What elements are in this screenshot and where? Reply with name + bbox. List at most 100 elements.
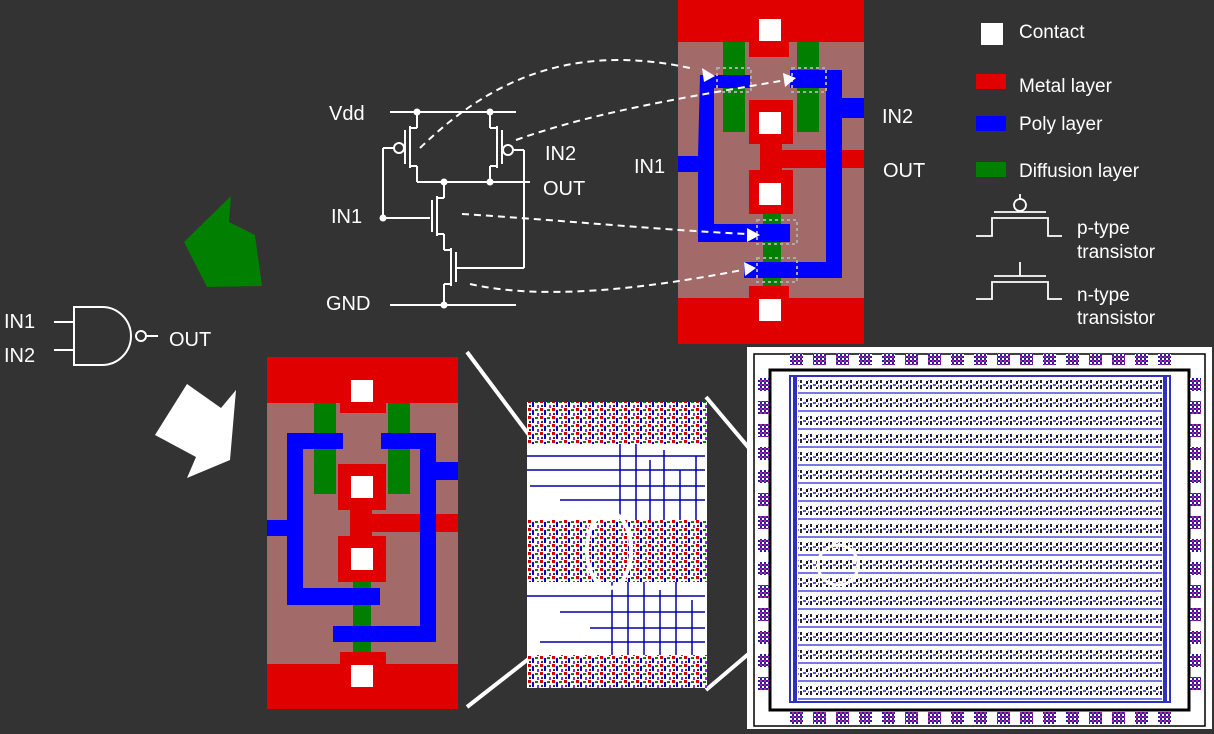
contact-out-bottom xyxy=(759,183,781,205)
io-pad xyxy=(758,424,769,437)
poly-in2 xyxy=(744,70,864,278)
gate-out-label: OUT xyxy=(169,329,211,351)
io-pad xyxy=(859,712,872,724)
legend-metal-label: Metal layer xyxy=(1019,76,1113,97)
io-pad xyxy=(974,353,987,365)
io-pad xyxy=(1190,585,1201,598)
legend-ptype-line2: transistor xyxy=(1077,242,1156,263)
chip-cell-row xyxy=(798,380,1162,389)
chip-cell-row xyxy=(798,524,1162,533)
arrowhead-nmos-lower xyxy=(744,262,756,276)
chip-cell-row xyxy=(798,470,1162,479)
contact-gnd xyxy=(759,299,781,321)
small-poly-in1 xyxy=(267,433,380,605)
chip-cell-row xyxy=(798,398,1162,407)
io-pad xyxy=(813,353,826,365)
legend-poly-label: Poly layer xyxy=(1019,114,1103,135)
nmos-upper-highlight xyxy=(756,219,798,245)
nand-layout-cell-detail xyxy=(678,0,864,344)
io-pad xyxy=(758,401,769,414)
pads-top xyxy=(790,353,1171,365)
chip-cell-row xyxy=(798,542,1162,551)
io-pad xyxy=(1190,608,1201,621)
io-pad xyxy=(1158,712,1171,724)
io-pad xyxy=(758,470,769,483)
chip-cell-row xyxy=(798,650,1162,659)
io-pad xyxy=(1190,516,1201,529)
small-contact-out-bottom xyxy=(351,548,373,570)
poly-in1 xyxy=(678,75,790,242)
io-pad xyxy=(1190,631,1201,644)
io-pad xyxy=(1190,677,1201,690)
chip-cell-row xyxy=(798,686,1162,695)
pads-left xyxy=(758,378,769,690)
io-pad xyxy=(758,631,769,644)
nand-layout-cell-small xyxy=(267,357,458,709)
io-pad xyxy=(1043,712,1056,724)
chip-core xyxy=(789,375,1171,703)
pads-right xyxy=(1190,378,1201,690)
io-pad xyxy=(905,712,918,724)
io-pad xyxy=(758,539,769,552)
io-pad xyxy=(928,712,941,724)
io-pad xyxy=(836,712,849,724)
chip-cell-row xyxy=(798,488,1162,497)
io-pad xyxy=(997,353,1010,365)
cell-rows-focus-ellipse xyxy=(585,510,633,590)
io-pad xyxy=(1158,353,1171,365)
small-contact-vdd xyxy=(351,380,373,402)
io-pad xyxy=(859,353,872,365)
legend-ptype-line1: p-type xyxy=(1077,218,1130,239)
dashed-arrow-pmos-left xyxy=(419,59,691,149)
chip-focus-circle xyxy=(816,543,860,587)
io-pad xyxy=(758,447,769,460)
legend-diffusion-swatch xyxy=(976,162,1006,177)
gate-in1-label: IN1 xyxy=(4,311,35,333)
io-pad xyxy=(1112,712,1125,724)
arrowhead-pmos-left xyxy=(702,68,715,82)
legend: Contact Metal layer Poly layer Diffusion… xyxy=(976,22,1156,329)
io-pad xyxy=(997,712,1010,724)
io-pad xyxy=(1020,353,1033,365)
chip-cell-row xyxy=(798,452,1162,461)
schematic-in2-label: IN2 xyxy=(545,143,576,165)
small-poly-in2 xyxy=(333,433,458,642)
pmos-transistor-left xyxy=(383,112,418,182)
arrowhead-nmos-upper xyxy=(747,228,760,242)
io-pad xyxy=(951,353,964,365)
io-pad xyxy=(1020,712,1033,724)
io-pad xyxy=(1190,654,1201,667)
io-pad xyxy=(790,353,803,365)
legend-diffusion-label: Diffusion layer xyxy=(1019,161,1140,182)
chip-cell-row xyxy=(798,434,1162,443)
io-pad xyxy=(1190,562,1201,575)
io-pad xyxy=(974,712,987,724)
metal-out-line xyxy=(760,150,864,168)
io-pad xyxy=(758,608,769,621)
chip-pad-ring xyxy=(768,368,1191,712)
io-pad xyxy=(758,378,769,391)
io-pad xyxy=(1190,378,1201,391)
legend-ntype-line2: transistor xyxy=(1077,308,1156,329)
legend-contact-label: Contact xyxy=(1019,22,1085,43)
ptype-transistor-icon xyxy=(976,194,1062,237)
in1-node xyxy=(379,214,387,222)
layout-in2-label: IN2 xyxy=(882,106,913,128)
pmos-transistor-right xyxy=(489,112,524,182)
io-pad xyxy=(882,712,895,724)
io-pad xyxy=(1135,353,1148,365)
chip-cell-row xyxy=(798,614,1162,623)
io-pad xyxy=(790,712,803,724)
io-pad xyxy=(1190,493,1201,506)
io-pad xyxy=(1089,353,1102,365)
pmos-left-highlight xyxy=(716,67,752,93)
nmos-lower-highlight xyxy=(756,257,798,283)
io-pad xyxy=(758,493,769,506)
io-pad xyxy=(758,516,769,529)
chip-cell-row xyxy=(798,416,1162,425)
chip-cell-row xyxy=(798,560,1162,569)
io-pad xyxy=(1190,447,1201,460)
standard-cell-rows-layout xyxy=(527,402,707,688)
layout-in1-label: IN1 xyxy=(634,156,665,178)
